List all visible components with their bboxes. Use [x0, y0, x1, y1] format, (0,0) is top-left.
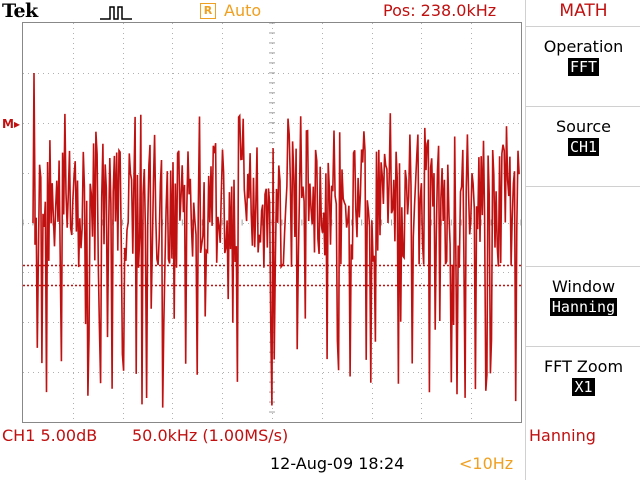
status-header: Tek R Auto Pos: 238.0kHz	[0, 0, 520, 22]
fft-zoom-menu-button[interactable]: FFT Zoom X1	[526, 346, 640, 426]
pulse-trigger-icon	[100, 6, 132, 20]
window-readout: Hanning	[529, 426, 596, 445]
waveform-display	[22, 22, 522, 423]
source-value: CH1	[567, 138, 600, 156]
trigger-frequency-readout: <10Hz	[459, 454, 514, 473]
window-menu-button[interactable]: Window Hanning	[526, 266, 640, 346]
fft-trace	[32, 72, 520, 408]
math-reference-marker: M▸	[2, 117, 20, 131]
brand-logo: Tek	[2, 0, 38, 22]
menu-title: MATH	[559, 1, 608, 21]
empty-menu-slot	[526, 186, 640, 266]
window-label: Window	[551, 277, 616, 296]
acquisition-mode: Auto	[224, 1, 262, 20]
fft-graticule	[23, 23, 521, 422]
date-time-readout: 12-Aug-09 18:24	[270, 454, 405, 473]
horizontal-position-readout: Pos: 238.0kHz	[383, 1, 497, 20]
channel-scale-readout: CH1 5.00dB	[2, 426, 98, 445]
operation-menu-button[interactable]: Operation FFT	[526, 26, 640, 106]
frequency-scale-readout: 50.0kHz (1.00MS/s)	[132, 426, 289, 445]
source-label: Source	[556, 117, 611, 136]
run-state-badge: R	[200, 3, 216, 19]
math-menu: MATH Operation FFT Source CH1 Window Han…	[525, 0, 640, 480]
window-value: Hanning	[549, 298, 618, 316]
scale-readout-row: CH1 5.00dB 50.0kHz (1.00MS/s)	[0, 425, 525, 447]
fft-zoom-label: FFT Zoom	[543, 357, 624, 376]
operation-label: Operation	[543, 37, 624, 56]
fft-trace-line	[32, 72, 520, 408]
source-menu-button[interactable]: Source CH1	[526, 106, 640, 186]
fft-zoom-value: X1	[572, 378, 595, 396]
operation-value: FFT	[567, 58, 600, 76]
